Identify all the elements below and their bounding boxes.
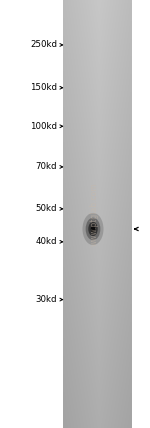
Text: 70kd: 70kd (36, 162, 57, 172)
Text: 250kd: 250kd (30, 40, 57, 50)
Ellipse shape (82, 213, 103, 245)
Ellipse shape (88, 222, 98, 236)
Ellipse shape (91, 226, 95, 232)
Text: 30kd: 30kd (36, 295, 57, 304)
Text: 100kd: 100kd (30, 122, 57, 131)
Text: 150kd: 150kd (30, 83, 57, 92)
Ellipse shape (86, 218, 100, 240)
Text: 40kd: 40kd (36, 237, 57, 247)
Text: 50kd: 50kd (36, 204, 57, 214)
Text: www.ptglab.com: www.ptglab.com (90, 182, 99, 246)
